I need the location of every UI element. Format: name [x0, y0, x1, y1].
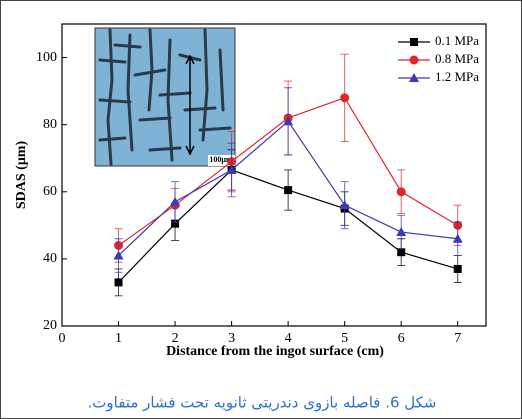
marker	[454, 265, 462, 273]
legend-label: 1.2 MPa	[435, 69, 479, 84]
marker	[397, 248, 405, 256]
legend-label: 0.8 MPa	[435, 51, 479, 66]
marker	[396, 227, 406, 236]
marker	[115, 278, 123, 286]
legend-marker	[410, 38, 418, 46]
y-axis-title: SDAS (μm)	[14, 141, 29, 210]
legend-marker	[410, 56, 419, 65]
x-tick-label: 4	[285, 331, 292, 346]
y-tick-label: 60	[43, 184, 57, 199]
marker	[170, 197, 180, 206]
inset-micrograph: 100μm	[95, 28, 235, 166]
y-tick-label: 40	[43, 251, 57, 266]
y-tick-label: 100	[36, 50, 57, 65]
marker	[340, 93, 349, 102]
x-tick-label: 0	[59, 331, 66, 346]
x-tick-label: 1	[115, 331, 122, 346]
legend-label: 0.1 MPa	[435, 33, 479, 48]
x-tick-label: 3	[228, 331, 235, 346]
figure: 100μm Distance from the ingot surface (c…	[0, 0, 522, 419]
marker	[397, 187, 406, 196]
x-tick-label: 2	[172, 331, 179, 346]
y-tick-label: 20	[43, 318, 57, 333]
x-tick-label: 5	[341, 331, 348, 346]
series	[115, 150, 462, 296]
y-tick-label: 80	[43, 117, 57, 132]
x-tick-label: 6	[398, 331, 405, 346]
x-axis-title: Distance from the ingot surface (cm)	[166, 344, 384, 359]
caption: شکل 6. فاصله بازوی دندریتی ثانویه تحت فش…	[88, 394, 437, 412]
x-tick-label: 7	[454, 331, 461, 346]
marker	[284, 186, 292, 194]
